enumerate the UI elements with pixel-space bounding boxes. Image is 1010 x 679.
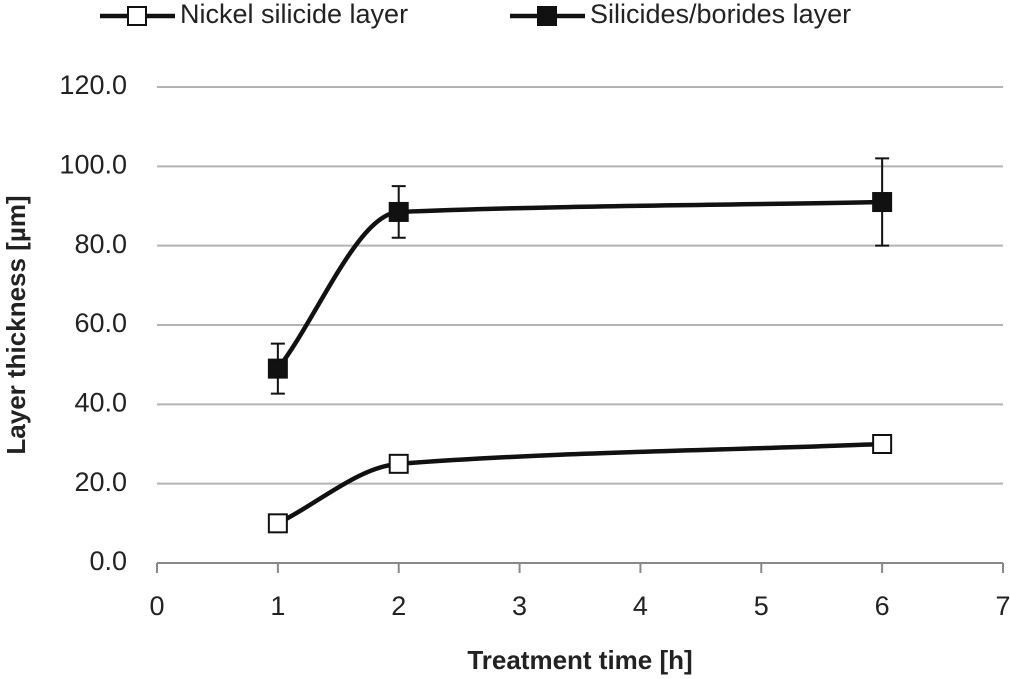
data-point (388, 453, 409, 474)
legend-marker (127, 6, 147, 26)
y-tick-label: 0.0 (89, 546, 127, 576)
x-tick-label: 6 (875, 591, 890, 621)
x-tick-label: 1 (270, 591, 285, 621)
data-point (872, 434, 893, 454)
legend-label: Silicides/borides layer (590, 0, 851, 29)
series-line (276, 199, 883, 371)
y-tick-label: 40.0 (74, 387, 127, 417)
x-axis-title: Treatment time [h] (467, 645, 692, 675)
data-point (267, 513, 288, 534)
x-tick-label: 7 (995, 591, 1010, 621)
y-tick-label: 100.0 (59, 149, 127, 179)
data-point (388, 201, 409, 222)
legend-marker (537, 6, 557, 26)
legend-label: Nickel silicide layer (180, 0, 408, 29)
y-tick-label: 120.0 (59, 70, 127, 100)
data-point (872, 192, 893, 213)
x-tick-label: 0 (149, 591, 164, 621)
x-tick-label: 3 (512, 591, 527, 621)
data-point (267, 358, 288, 379)
y-tick-label: 80.0 (74, 229, 127, 259)
y-tick-label: 20.0 (74, 467, 127, 497)
y-tick-label: 60.0 (74, 308, 127, 338)
x-tick-label: 5 (754, 591, 769, 621)
x-tick-label: 4 (633, 591, 648, 621)
series-line (276, 441, 883, 526)
y-axis-title: Layer thickness [µm] (1, 195, 31, 454)
x-tick-label: 2 (391, 591, 406, 621)
